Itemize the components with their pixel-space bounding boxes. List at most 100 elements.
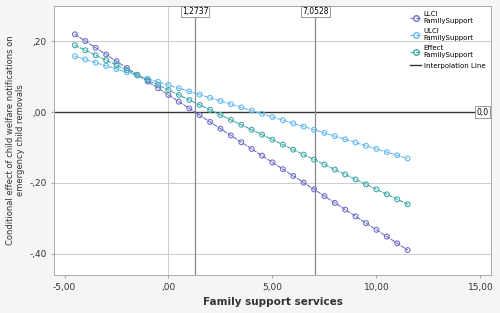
Point <box>82 38 90 44</box>
Point <box>123 70 131 75</box>
Point <box>268 115 276 120</box>
Point <box>331 167 339 172</box>
Point <box>206 120 214 125</box>
Point <box>92 60 100 65</box>
Point <box>341 207 349 212</box>
Point <box>248 108 256 113</box>
Point <box>372 146 380 151</box>
Point <box>362 182 370 187</box>
Point <box>134 73 141 78</box>
Point <box>279 142 287 147</box>
Point <box>300 124 308 129</box>
Point <box>320 131 328 136</box>
Point <box>383 192 391 197</box>
Point <box>341 137 349 142</box>
Point <box>352 140 360 145</box>
Point <box>310 127 318 132</box>
Point <box>154 80 162 85</box>
Point <box>300 152 308 157</box>
Point <box>112 67 120 72</box>
Point <box>310 187 318 192</box>
Point <box>82 48 90 53</box>
Point <box>196 92 203 97</box>
Y-axis label: Conditional effect of child welfare notifications on
emergency child removals: Conditional effect of child welfare noti… <box>6 36 25 245</box>
Point <box>393 153 401 158</box>
Point <box>268 160 276 165</box>
Point <box>154 86 162 91</box>
Point <box>206 95 214 100</box>
Point <box>238 105 246 110</box>
Point <box>258 111 266 116</box>
Point <box>238 122 246 127</box>
Point <box>186 97 194 102</box>
Point <box>404 248 411 253</box>
Point <box>102 52 110 57</box>
Point <box>216 112 224 117</box>
Point <box>331 200 339 205</box>
Point <box>352 214 360 219</box>
Point <box>258 132 266 137</box>
Text: 7,0528: 7,0528 <box>302 7 328 16</box>
Point <box>206 107 214 112</box>
Point <box>164 83 172 88</box>
Point <box>352 177 360 182</box>
Point <box>362 143 370 148</box>
Point <box>362 221 370 226</box>
Point <box>196 113 203 118</box>
Point <box>216 99 224 104</box>
Point <box>71 43 79 48</box>
Point <box>383 150 391 155</box>
Point <box>404 156 411 161</box>
Point <box>186 106 194 111</box>
Point <box>383 234 391 239</box>
Point <box>92 45 100 50</box>
Point <box>290 121 298 126</box>
Point <box>175 99 183 104</box>
Point <box>320 162 328 167</box>
Point <box>144 76 152 81</box>
Point <box>82 57 90 62</box>
Point <box>112 59 120 64</box>
Point <box>227 133 235 138</box>
Text: 1,2737: 1,2737 <box>182 7 208 16</box>
Point <box>112 63 120 68</box>
Point <box>134 73 141 78</box>
Point <box>164 92 172 97</box>
Point <box>372 227 380 232</box>
Point <box>186 89 194 94</box>
Point <box>71 32 79 37</box>
Point <box>123 65 131 70</box>
Point <box>393 241 401 246</box>
Point <box>290 147 298 152</box>
Point <box>248 146 256 151</box>
Point <box>341 172 349 177</box>
Point <box>196 102 203 107</box>
Point <box>393 197 401 202</box>
Point <box>404 202 411 207</box>
Text: 0,0: 0,0 <box>476 107 488 116</box>
Point <box>144 79 152 84</box>
Point <box>268 137 276 142</box>
Legend: LLCI
FamilySupport, ULCI
FamilySupport, Effect
FamilySupport, Interpolation Line: LLCI FamilySupport, ULCI FamilySupport, … <box>408 9 488 71</box>
Point <box>290 173 298 178</box>
Point <box>123 68 131 73</box>
Point <box>258 153 266 158</box>
Point <box>102 58 110 63</box>
Point <box>310 157 318 162</box>
Point <box>134 72 141 77</box>
Point <box>144 78 152 83</box>
Point <box>238 140 246 145</box>
Point <box>102 63 110 68</box>
Point <box>279 167 287 172</box>
Point <box>331 134 339 139</box>
Point <box>248 127 256 132</box>
Point <box>175 92 183 97</box>
Point <box>279 118 287 123</box>
Point <box>372 187 380 192</box>
Point <box>71 54 79 59</box>
Point <box>227 117 235 122</box>
Point <box>227 102 235 107</box>
Point <box>92 53 100 58</box>
Point <box>216 126 224 131</box>
Point <box>154 83 162 88</box>
